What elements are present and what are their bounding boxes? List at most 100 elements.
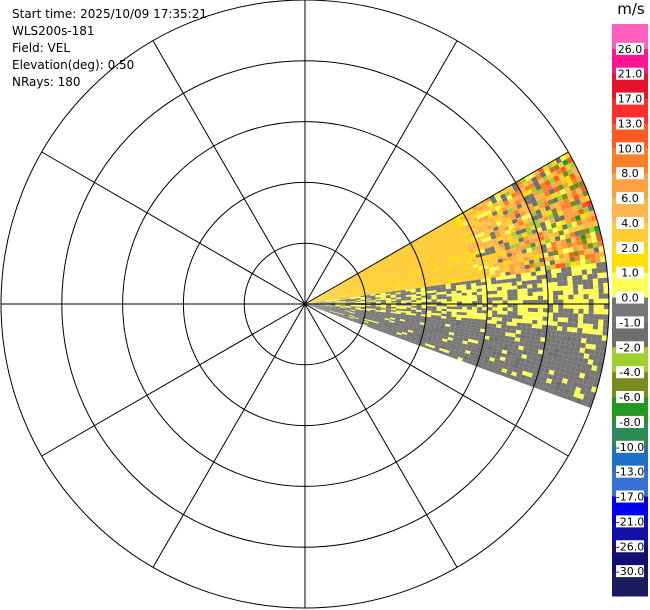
sector-cell xyxy=(454,253,461,259)
sector-cell xyxy=(435,343,441,348)
sector-cell xyxy=(329,297,335,299)
sector-cell xyxy=(327,289,333,293)
sector-cell xyxy=(370,306,376,308)
sector-cell xyxy=(533,180,540,187)
sector-cell xyxy=(527,292,533,297)
sector-cell xyxy=(587,328,593,335)
sector-cell xyxy=(420,316,426,319)
sector-cell xyxy=(550,379,557,386)
sector-cell xyxy=(349,312,355,315)
sector-cell xyxy=(324,295,329,298)
sector-cell xyxy=(379,270,385,274)
sector-cell xyxy=(383,281,389,285)
sector-cell xyxy=(437,251,444,256)
sector-cell xyxy=(585,343,591,350)
sector-cell xyxy=(512,296,518,301)
sector-cell xyxy=(566,191,573,198)
sector-cell xyxy=(440,323,446,327)
sector-cell xyxy=(467,207,474,214)
sector-cell xyxy=(435,320,441,324)
sector-cell xyxy=(527,304,533,308)
sector-cell xyxy=(344,311,350,313)
sector-cell xyxy=(587,221,594,228)
sector-cell xyxy=(562,354,569,360)
sector-cell xyxy=(554,343,561,349)
sector-cell xyxy=(365,297,371,299)
sector-cell xyxy=(415,338,422,342)
sector-cell xyxy=(580,337,587,344)
sector-cell xyxy=(430,315,437,318)
sector-cell xyxy=(406,254,412,259)
sector-cell xyxy=(519,378,526,384)
sector-cell xyxy=(344,292,350,295)
sector-cell xyxy=(325,302,331,304)
sector-cell xyxy=(446,247,453,253)
sector-cell xyxy=(572,376,580,383)
sector-cell xyxy=(503,361,510,367)
sector-cell xyxy=(436,248,443,254)
sector-cell xyxy=(395,313,401,316)
sector-cell xyxy=(369,289,375,292)
sector-cell xyxy=(495,195,502,202)
sector-cell xyxy=(335,302,341,304)
sector-cell xyxy=(429,323,436,327)
sector-cell xyxy=(565,336,572,342)
sector-cell xyxy=(582,279,589,285)
sector-cell xyxy=(345,296,351,299)
sector-cell xyxy=(533,205,540,211)
sector-cell xyxy=(500,272,506,277)
sector-cell xyxy=(340,298,346,300)
sector-cell xyxy=(515,333,521,339)
sector-cell xyxy=(501,349,508,355)
sector-cell xyxy=(517,300,523,304)
sector-cell xyxy=(512,307,518,312)
sector-cell xyxy=(320,302,326,304)
sector-cell xyxy=(474,330,481,335)
sector-cell xyxy=(344,312,350,315)
sector-cell xyxy=(421,299,427,302)
sector-cell xyxy=(405,292,411,296)
sector-cell xyxy=(421,295,427,298)
sector-cell xyxy=(372,325,378,329)
sector-cell xyxy=(329,296,335,298)
sector-cell xyxy=(446,296,452,300)
sector-cell xyxy=(539,362,546,369)
sector-cell xyxy=(427,252,433,257)
sector-cell xyxy=(593,283,599,289)
sector-cell xyxy=(524,239,531,245)
sector-cell xyxy=(461,260,468,265)
sector-cell xyxy=(359,275,365,279)
sector-cell xyxy=(582,318,589,324)
sector-cell xyxy=(512,292,518,297)
sector-cell xyxy=(510,274,517,279)
sector-cell xyxy=(435,246,442,251)
sector-cell xyxy=(370,300,376,302)
sector-cell xyxy=(462,358,468,363)
sector-cell xyxy=(444,230,451,236)
sector-cell xyxy=(572,193,580,201)
sector-cell xyxy=(399,320,405,324)
sector-cell xyxy=(417,332,423,336)
sector-cell xyxy=(542,316,548,321)
sector-cell xyxy=(598,298,604,304)
sector-cell xyxy=(413,246,419,251)
sector-cell xyxy=(588,247,595,254)
sector-cell xyxy=(596,339,602,346)
sector-cell xyxy=(449,274,455,279)
sector-cell xyxy=(431,304,437,307)
sector-cell xyxy=(458,270,465,275)
sector-cell xyxy=(336,284,342,288)
sector-cell xyxy=(340,299,346,301)
sector-cell xyxy=(545,333,552,339)
sector-cell xyxy=(309,299,315,303)
sector-cell xyxy=(445,321,451,325)
sector-cell xyxy=(501,279,507,284)
sector-cell xyxy=(497,304,503,308)
sector-cell xyxy=(506,318,513,323)
sector-cell xyxy=(478,357,485,362)
sector-cell xyxy=(526,372,533,378)
sector-cell xyxy=(333,291,339,294)
sector-cell xyxy=(538,235,545,242)
sector-cell xyxy=(568,299,574,304)
sector-cell xyxy=(384,287,390,290)
